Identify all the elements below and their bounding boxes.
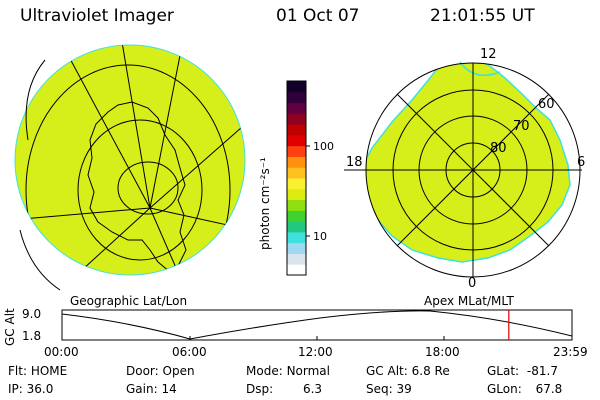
date-label: 01 Oct 07 — [276, 6, 360, 26]
colorbar-label-10: 10 — [313, 230, 327, 243]
colorbar-band — [287, 231, 306, 244]
coastline — [87, 101, 187, 273]
colorbar-band — [287, 253, 306, 265]
status-glon: GLon: 67.8 — [487, 382, 562, 396]
mlt-label-12: 12 — [480, 47, 497, 62]
mlt-label-0: 0 — [468, 276, 477, 291]
altitude-xtick-2359: 23:59 — [553, 345, 588, 359]
colorbar-band — [287, 124, 306, 136]
colorbar-band — [287, 81, 306, 93]
ip-value: 36.0 — [26, 382, 54, 396]
status-ip: IP: 36.0 — [8, 382, 53, 396]
meridian-8 — [15, 207, 151, 221]
altitude-ytick-top: 9.0 — [22, 307, 42, 321]
mlat-label-80: 80 — [490, 141, 507, 156]
colorbar-band — [287, 242, 306, 254]
status-gain: Gain: 14 — [126, 382, 177, 396]
gain-value: 14 — [161, 382, 177, 396]
geographic-image — [14, 44, 246, 291]
meridian-1 — [59, 45, 151, 209]
status-flt: Flt: HOME — [8, 364, 67, 378]
status-glat: GLat: -81.7 — [487, 364, 558, 378]
altitude-xtick-1200: 12:00 — [298, 345, 333, 359]
dsp-label: Dsp: — [246, 382, 274, 396]
glon-label: GLon: — [487, 382, 522, 396]
colorbar-band — [287, 264, 306, 276]
apex-polar-plot — [344, 61, 582, 278]
seq-label: Seq: — [366, 382, 393, 396]
door-label: Door: — [126, 364, 159, 378]
lat-circle-outer — [25, 64, 231, 275]
right-panel-label: Apex MLat/MLT — [424, 294, 514, 308]
colorbar-frame — [286, 80, 307, 276]
mode-label: Mode: — [246, 364, 283, 378]
status-dsp: Dsp: 6.3 — [246, 382, 322, 396]
colorbar-band — [287, 134, 306, 147]
colorbar-band — [287, 102, 306, 114]
altitude-curve — [61, 310, 573, 340]
flt-label: Flt: — [8, 364, 27, 378]
glat-label: GLat: — [487, 364, 520, 378]
mlt-label-6: 6 — [577, 155, 586, 170]
meridian-3 — [149, 45, 186, 209]
mlat-label-70: 70 — [513, 119, 530, 134]
outer-arc-2 — [19, 229, 61, 291]
altitude-ylabel: GC Alt — [3, 308, 17, 346]
lat-circle-mid — [77, 119, 203, 261]
altitude-plot — [61, 309, 573, 341]
app-title: Ultraviolet Imager — [20, 6, 174, 26]
altitude-frame — [61, 309, 573, 341]
colorbar-band — [287, 221, 306, 233]
colorbar-band — [287, 178, 306, 190]
altitude-xtick-1800: 18:00 — [425, 345, 460, 359]
colorbar-band — [287, 113, 306, 125]
gcalt-label: GC Alt: — [366, 364, 408, 378]
colorbar — [287, 81, 306, 276]
gcalt-value: 6.8 Re — [411, 364, 450, 378]
colorbar-band — [287, 188, 306, 201]
left-image-disc — [15, 45, 245, 275]
left-panel-label: Geographic Lat/Lon — [70, 294, 188, 308]
altitude-ytick-bottom: 1.8 — [22, 329, 42, 343]
meridian-6 — [149, 207, 191, 275]
colorbar-band — [287, 210, 306, 222]
flt-value: HOME — [30, 364, 68, 378]
meridian-2 — [119, 45, 151, 209]
mlt-label-18: 18 — [346, 155, 363, 170]
colorbar-unit-label: photon cm⁻²s⁻¹ — [258, 157, 272, 250]
ip-label: IP: — [8, 382, 23, 396]
door-value: Open — [162, 364, 195, 378]
colorbar-band — [287, 167, 306, 179]
colorbar-band — [287, 91, 306, 104]
colorbar-label-100: 100 — [313, 140, 334, 153]
meridian-7 — [59, 207, 151, 275]
glon-value: 67.8 — [535, 382, 563, 396]
status-gcalt: GC Alt: 6.8 Re — [366, 364, 450, 378]
status-seq: Seq: 39 — [366, 382, 412, 396]
lat-circle-inner — [117, 161, 179, 215]
seq-value: 39 — [396, 382, 412, 396]
colorbar-band — [287, 156, 306, 168]
status-mode: Mode: Normal — [246, 364, 330, 378]
altitude-xtick-0000: 00:00 — [44, 345, 79, 359]
left-image-edge — [14, 44, 246, 276]
glat-value: -81.7 — [526, 364, 558, 378]
dsp-value: 6.3 — [302, 382, 323, 396]
status-door: Door: Open — [126, 364, 195, 378]
altitude-xtick-0600: 06:00 — [172, 345, 207, 359]
time-label: 21:01:55 UT — [430, 6, 535, 26]
mlat-label-60: 60 — [538, 97, 555, 112]
mlt-diagonal-2 — [396, 93, 550, 247]
gain-label: Gain: — [126, 382, 158, 396]
colorbar-band — [287, 199, 306, 211]
outer-arc-1 — [25, 59, 46, 141]
aurora-gap — [459, 61, 501, 77]
colorbar-band — [287, 145, 306, 157]
mode-value: Normal — [286, 364, 330, 378]
meridian-4 — [149, 119, 245, 209]
